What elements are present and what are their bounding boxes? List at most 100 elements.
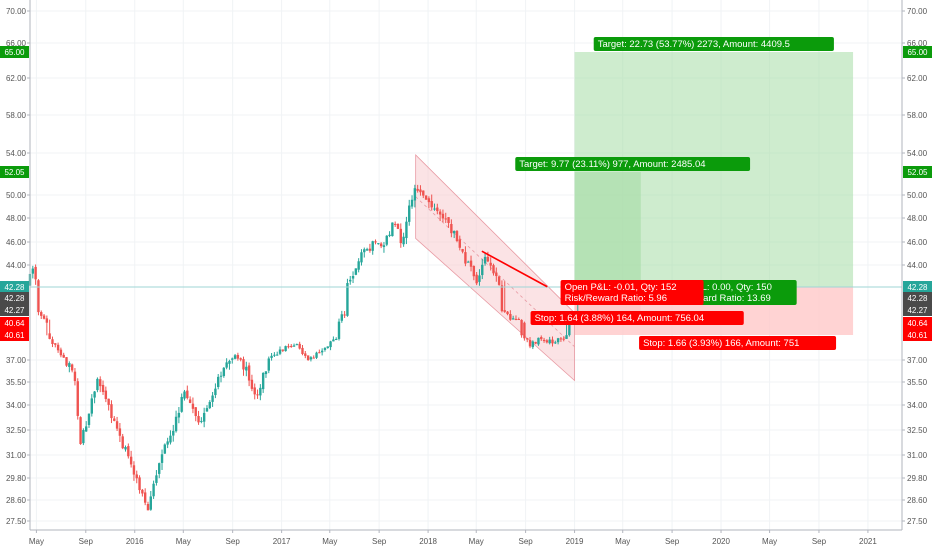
right-price-badge-label: 40.61 xyxy=(907,331,928,340)
stop-label-box xyxy=(639,336,837,350)
candle-body xyxy=(469,260,473,267)
candle-body xyxy=(377,243,380,245)
time-tick-label: 2017 xyxy=(273,537,291,546)
candle-body xyxy=(537,337,540,345)
candle-body xyxy=(413,188,417,201)
time-tick-label: 2020 xyxy=(712,537,730,546)
info-label-box xyxy=(560,280,704,305)
candle-body xyxy=(295,344,299,346)
candle-body xyxy=(514,318,518,320)
left-tick-label: 48.00 xyxy=(6,214,27,223)
candle-body xyxy=(284,346,287,352)
candle-body xyxy=(506,311,509,315)
candle-body xyxy=(37,280,40,313)
left-price-badge-label: 40.61 xyxy=(4,331,25,340)
candle-body xyxy=(174,416,178,432)
candle-body xyxy=(166,441,169,445)
candle-body xyxy=(208,401,211,409)
candle-body xyxy=(124,447,127,450)
candle-body xyxy=(79,417,82,444)
left-price-badge-label: 40.64 xyxy=(4,319,25,328)
time-tick-label: May xyxy=(615,537,630,546)
left-tick-label: 35.50 xyxy=(6,378,27,387)
candle-body xyxy=(54,343,57,345)
parallel-channel[interactable] xyxy=(415,153,575,382)
right-tick-label: 46.00 xyxy=(907,238,928,247)
candle-body xyxy=(191,403,195,409)
candle-body xyxy=(472,265,476,277)
target-label-box xyxy=(515,157,751,171)
left-price-badge-label: 42.28 xyxy=(4,294,25,303)
right-price-badge xyxy=(903,317,932,329)
candle-body xyxy=(219,375,223,377)
candle-body xyxy=(51,339,54,344)
candle-body xyxy=(287,346,290,348)
candle-body xyxy=(385,235,388,245)
right-price-badge xyxy=(903,292,932,304)
candle-body xyxy=(180,396,183,412)
trend-line[interactable] xyxy=(481,250,548,288)
candle-body xyxy=(374,241,377,243)
candle-body xyxy=(163,444,167,454)
candle-body xyxy=(70,364,74,371)
left-price-axis[interactable]: 70.00 66.00 62.00 58.00 54.00 50.00 48.00 46.00… xyxy=(0,0,31,530)
candle-body xyxy=(99,379,102,387)
left-price-badge xyxy=(0,317,29,329)
candle-body xyxy=(304,353,307,356)
left-price-badge-label: 42.28 xyxy=(4,283,25,292)
candle-body xyxy=(132,465,136,475)
time-tick-label: May xyxy=(29,537,44,546)
candle-body xyxy=(101,384,105,392)
candle-body xyxy=(332,339,335,342)
right-tick-label: 66.00 xyxy=(907,39,928,48)
candle-body xyxy=(194,407,197,417)
candle-body xyxy=(62,354,65,358)
candle-body xyxy=(368,248,372,251)
info-label-text: Risk/Reward Ratio: 13.69 xyxy=(663,293,771,304)
candle-body xyxy=(517,319,520,321)
left-tick-label: 32.50 xyxy=(6,426,27,435)
candle-body xyxy=(427,198,431,203)
stop-label-text: Stop: 1.64 (3.88%) 164, Amount: 756.04 xyxy=(535,313,705,324)
candle-body xyxy=(141,489,144,494)
target-label-box xyxy=(593,37,834,51)
left-price-badge xyxy=(0,329,29,341)
candle-body xyxy=(436,207,439,212)
left-tick-label: 66.00 xyxy=(6,39,27,48)
left-tick-label: 62.00 xyxy=(6,74,27,83)
candle-body xyxy=(231,358,234,360)
candle-body xyxy=(534,341,537,344)
right-tick-label: 70.00 xyxy=(907,7,928,16)
right-tick-label: 48.00 xyxy=(907,214,928,223)
candle-body xyxy=(399,228,403,244)
right-tick-label: 54.00 xyxy=(907,149,928,158)
candle-body xyxy=(424,195,428,200)
right-tick-label: 35.50 xyxy=(907,378,928,387)
candle-body xyxy=(371,241,374,251)
candle-body xyxy=(247,365,251,381)
left-tick-label: 70.00 xyxy=(6,7,27,16)
target-zone[interactable] xyxy=(574,172,641,287)
candle-body xyxy=(214,388,217,396)
candle-body xyxy=(236,354,240,359)
candle-body xyxy=(48,333,51,339)
candle-body xyxy=(211,395,214,402)
time-tick-label: Sep xyxy=(372,537,387,546)
candle-body xyxy=(315,352,318,358)
right-price-badge xyxy=(903,329,932,341)
candle-body xyxy=(276,354,279,356)
candle-body xyxy=(323,348,327,350)
right-tick-label: 28.60 xyxy=(907,496,928,505)
right-price-badge-label: 52.05 xyxy=(907,168,928,177)
time-axis[interactable]: May Sep 2016 May Sep 2017 May Sep 2018 May Sep 2019… xyxy=(29,529,902,546)
candle-body xyxy=(113,418,116,421)
candle-body xyxy=(346,283,349,316)
right-price-badge-label: 42.27 xyxy=(907,306,928,315)
candle-body xyxy=(531,341,535,348)
candle-body xyxy=(410,199,414,207)
time-tick-label: 2019 xyxy=(566,537,584,546)
candle-body xyxy=(503,310,506,312)
channel-band[interactable] xyxy=(415,153,575,382)
right-price-axis[interactable]: 70.00 66.00 62.00 58.00 54.00 50.00 48.00 46.00… xyxy=(901,0,932,530)
